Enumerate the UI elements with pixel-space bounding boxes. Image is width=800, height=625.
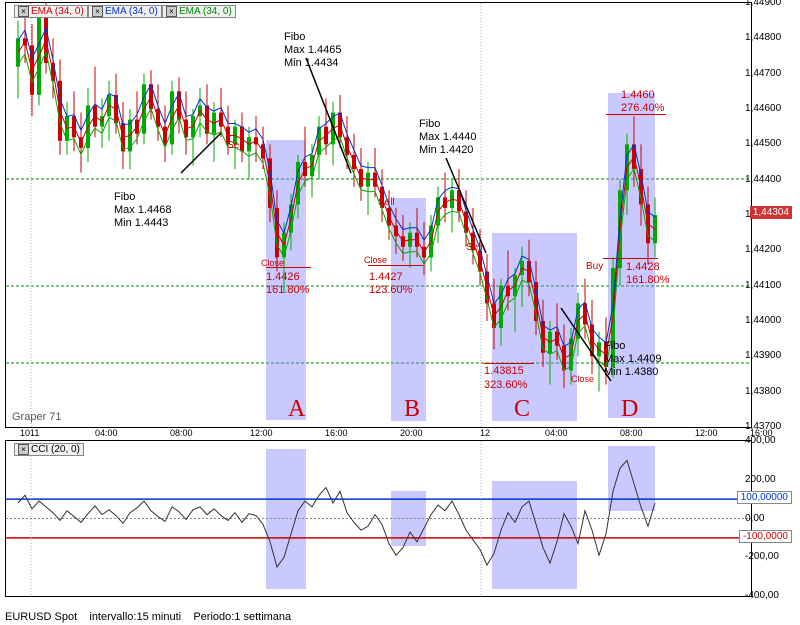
x-tick: 04:00 <box>95 428 118 438</box>
fibo-level-C: 1.43815 <box>484 365 524 377</box>
current-price-tag: 1,44304 <box>750 206 792 219</box>
fibo-3-min: Min 1.4420 <box>419 144 473 156</box>
fibo-bot-level-D: 1.4428 <box>626 261 660 273</box>
x-tick: 12:00 <box>250 428 273 438</box>
ema-3-label: EMA (34, 0) <box>179 6 232 17</box>
fibo-level-A: 1.4426 <box>266 271 300 283</box>
fibo-2-min: Min 1.4434 <box>284 57 338 69</box>
marker-B: B <box>404 396 420 423</box>
fibo-2-title: Fibo <box>284 31 305 43</box>
marker-D: D <box>621 396 638 423</box>
sell-label: Sell <box>378 197 395 208</box>
fibo-line-B <box>368 265 423 266</box>
y-tick: 1,44900 <box>745 0 792 8</box>
x-tick: 08:00 <box>620 428 643 438</box>
cci-y-axis: 400,00200,000,00-200,00-400,00 <box>745 440 792 595</box>
fibo-4-title: Fibo <box>604 340 625 352</box>
marker-A: A <box>288 396 305 423</box>
cci-canvas <box>6 441 751 596</box>
chart-footer: EURUSD Spot intervallo:15 minuti Periodo… <box>5 611 291 623</box>
cci-y-tick: 200,00 <box>745 474 792 485</box>
watermark: Graper 71 <box>12 411 62 423</box>
footer-interval: intervallo:15 minuti <box>89 611 181 623</box>
y-tick: 1,44000 <box>745 315 792 326</box>
fibo-pct-B: 123.60% <box>369 284 412 296</box>
footer-symbol: EURUSD Spot <box>5 611 77 623</box>
fibo-4-max: Max 1.4409 <box>604 353 661 365</box>
close-icon[interactable]: × <box>92 6 103 17</box>
x-tick: 10 <box>20 428 30 438</box>
x-tick: 12:00 <box>695 428 718 438</box>
fibo-4-min: Min 1.4380 <box>604 366 658 378</box>
y-tick: 1,44100 <box>745 280 792 291</box>
ema-1-indicator[interactable]: × EMA (34, 0) <box>14 5 88 18</box>
ema-2-label: EMA (34, 0) <box>105 6 158 17</box>
ema-2-indicator[interactable]: × EMA (34, 0) <box>88 5 162 18</box>
fibo-bot-pct-D: 161.80% <box>626 274 669 286</box>
x-tick: 11 <box>30 428 39 438</box>
x-tick: 20:00 <box>400 428 423 438</box>
close-label-B: Close <box>364 255 387 265</box>
y-tick: 1,43900 <box>745 350 792 361</box>
sell-label: Sell <box>227 140 244 151</box>
y-tick: 1,44500 <box>745 138 792 149</box>
y-tick: 1,44600 <box>745 103 792 114</box>
cci-upper-line-label: 100,00000 <box>737 491 792 504</box>
close-icon[interactable]: × <box>18 444 29 455</box>
cci-y-tick: 400,00 <box>745 435 792 446</box>
cci-chart[interactable]: × CCI (20, 0) <box>5 440 752 597</box>
fibo-3-max: Max 1.4440 <box>419 131 476 143</box>
footer-period: Periodo:1 settimana <box>193 611 291 623</box>
cci-indicator[interactable]: × CCI (20, 0) <box>14 443 84 456</box>
x-tick: 08:00 <box>170 428 193 438</box>
price-chart[interactable]: × EMA (34, 0) × EMA (34, 0) × EMA (34, 0… <box>5 2 752 428</box>
fibo-1-title: Fibo <box>114 191 135 203</box>
cci-lower-line-label: -100,0000 <box>739 530 792 543</box>
x-tick: 16:00 <box>325 428 348 438</box>
close-label-C: Close <box>571 374 594 384</box>
fibo-level-B: 1.4427 <box>369 271 403 283</box>
fibo-2-max: Max 1.4465 <box>284 44 341 56</box>
y-tick: 1,44400 <box>745 174 792 185</box>
ema-1-label: EMA (34, 0) <box>31 6 84 17</box>
marker-C: C <box>514 396 530 423</box>
close-icon[interactable]: × <box>18 6 29 17</box>
fibo-line-A <box>266 267 311 268</box>
fibo-1-min: Min 1.4443 <box>114 217 168 229</box>
cci-y-tick: 0,00 <box>745 513 792 524</box>
fibo-line-C <box>484 363 534 364</box>
x-tick: 12 <box>480 428 490 438</box>
close-icon[interactable]: × <box>166 6 177 17</box>
fibo-3-title: Fibo <box>419 118 440 130</box>
fibo-line-D-mid <box>603 258 658 259</box>
fibo-pct-C: 323.60% <box>484 379 527 391</box>
ema-3-indicator[interactable]: × EMA (34, 0) <box>162 5 236 18</box>
fibo-1-max: Max 1.4468 <box>114 204 171 216</box>
time-x-axis: 1011 04:00 08:00 12:00 16:00 20:00 12 04:00 08:0… <box>5 428 750 440</box>
y-tick: 1,43800 <box>745 386 792 397</box>
cci-y-tick: -400,00 <box>745 590 792 601</box>
cci-y-tick: -200,00 <box>745 551 792 562</box>
buy-label-D: Buy <box>586 261 603 272</box>
fibo-pct-A: 161.80% <box>266 284 309 296</box>
fibo-top-level-D: 1.4460 <box>621 89 655 101</box>
y-tick: 1,44800 <box>745 32 792 43</box>
fibo-top-pct-D: 276.40% <box>621 102 664 114</box>
y-tick: 1,44200 <box>745 244 792 255</box>
x-tick: 04:00 <box>545 428 568 438</box>
cci-label: CCI (20, 0) <box>31 444 80 455</box>
fibo-line-D-top <box>606 114 666 115</box>
sell-label: Sell <box>466 242 483 253</box>
y-tick: 1,44700 <box>745 68 792 79</box>
